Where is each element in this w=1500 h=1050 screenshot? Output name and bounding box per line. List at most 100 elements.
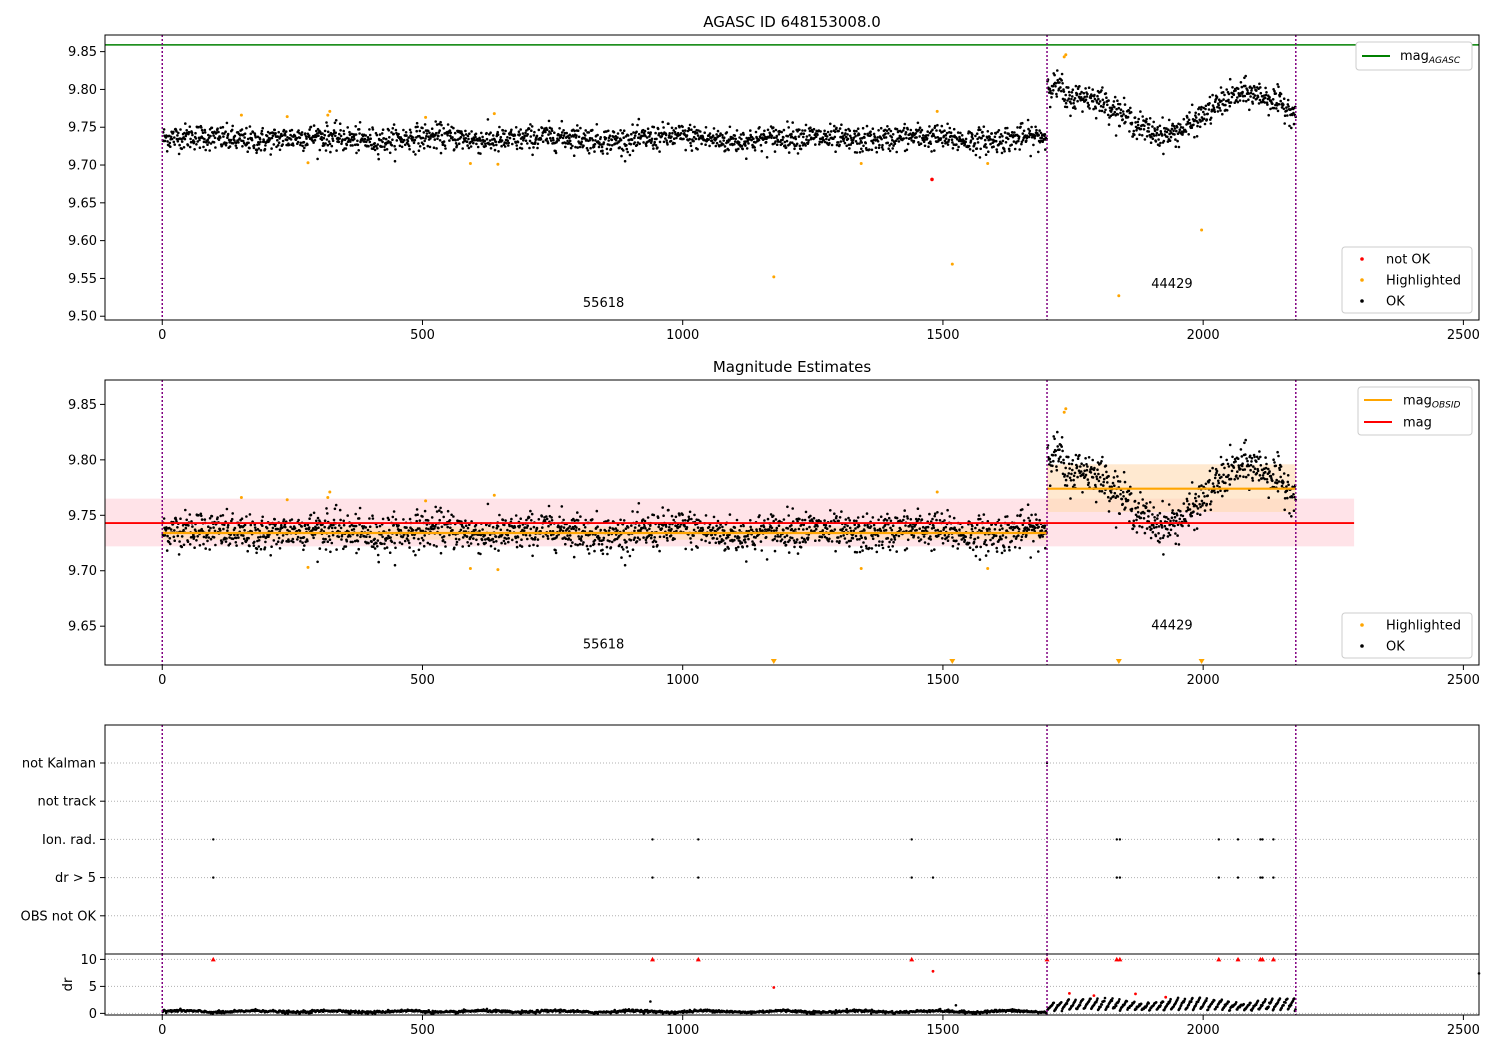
ok-point bbox=[1013, 545, 1017, 549]
ok-point bbox=[216, 127, 219, 130]
ok-point bbox=[655, 137, 658, 141]
p1-xtick-label: 1500 bbox=[926, 328, 959, 343]
ok-point bbox=[438, 122, 441, 126]
ok-point bbox=[1206, 494, 1209, 498]
ok-point bbox=[1084, 98, 1088, 101]
ok-point bbox=[652, 125, 656, 129]
ok-point bbox=[289, 138, 293, 141]
ok-point bbox=[384, 539, 388, 542]
ok-point bbox=[289, 133, 292, 137]
ok-point bbox=[879, 515, 883, 518]
ok-point bbox=[1116, 99, 1119, 102]
ok-point bbox=[899, 528, 902, 531]
ok-point bbox=[275, 145, 278, 149]
ok-point bbox=[198, 146, 202, 149]
ok-point bbox=[884, 132, 887, 135]
ok-point bbox=[163, 139, 167, 143]
ok-point bbox=[1282, 107, 1286, 111]
ok-point bbox=[439, 151, 443, 155]
ok-point bbox=[576, 519, 580, 522]
ok-point bbox=[727, 148, 730, 152]
ok-point bbox=[1122, 470, 1126, 474]
ok-point bbox=[438, 518, 442, 522]
ok-point bbox=[1232, 93, 1236, 96]
ok-point bbox=[1048, 484, 1052, 488]
ok-point bbox=[248, 513, 252, 516]
ok-point bbox=[718, 526, 721, 529]
ok-point bbox=[506, 528, 509, 532]
ok-point bbox=[849, 143, 852, 146]
ok-point bbox=[468, 523, 471, 526]
ok-point bbox=[1067, 455, 1070, 459]
ok-point bbox=[1001, 534, 1005, 537]
ok-point bbox=[206, 143, 209, 146]
ok-point bbox=[964, 535, 967, 539]
ok-point bbox=[285, 138, 289, 142]
ok-point bbox=[1135, 518, 1138, 522]
ok-point bbox=[1120, 114, 1124, 118]
ok-point bbox=[622, 149, 625, 152]
ok-point bbox=[885, 129, 889, 132]
ok-point bbox=[964, 137, 968, 141]
ok-point bbox=[968, 148, 972, 151]
ok-point bbox=[329, 150, 332, 154]
ok-point bbox=[207, 141, 211, 144]
ok-point bbox=[226, 526, 230, 529]
ok-point bbox=[589, 544, 592, 548]
ok-point bbox=[591, 128, 594, 132]
ok-point bbox=[619, 138, 623, 142]
ok-point bbox=[770, 134, 774, 138]
ok-point bbox=[388, 551, 392, 554]
ok-point bbox=[418, 129, 422, 133]
ok-point bbox=[452, 126, 455, 130]
ok-point bbox=[259, 535, 262, 539]
ok-point bbox=[1021, 121, 1024, 125]
ok-point bbox=[381, 128, 385, 131]
ok-point bbox=[269, 153, 273, 156]
ok-point bbox=[398, 541, 402, 544]
ok-point bbox=[791, 536, 794, 540]
ok-point bbox=[1203, 509, 1207, 512]
p1-ytick-label: 9.60 bbox=[68, 234, 97, 249]
ok-point bbox=[716, 519, 720, 523]
p1-ytick-label: 9.50 bbox=[68, 310, 97, 325]
ok-point bbox=[946, 122, 949, 126]
ok-point bbox=[745, 560, 748, 563]
ok-point bbox=[330, 144, 334, 148]
ok-point bbox=[1241, 90, 1244, 94]
ok-point bbox=[905, 529, 908, 533]
ok-point bbox=[261, 515, 265, 519]
ok-point bbox=[1120, 497, 1124, 501]
ok-point bbox=[1099, 483, 1103, 486]
ok-point bbox=[1177, 145, 1181, 149]
ok-point bbox=[432, 544, 436, 547]
ok-point bbox=[311, 533, 315, 537]
ok-point bbox=[1166, 135, 1169, 139]
ok-point bbox=[469, 535, 473, 539]
ok-point bbox=[892, 540, 895, 544]
ok-point bbox=[1148, 123, 1151, 126]
ok-point bbox=[930, 549, 933, 553]
ok-point bbox=[1152, 120, 1155, 124]
ok-point bbox=[780, 142, 784, 145]
ok-point bbox=[492, 144, 496, 147]
ok-point bbox=[442, 535, 446, 538]
ok-point bbox=[719, 132, 722, 135]
ok-point bbox=[366, 136, 370, 139]
ok-point bbox=[243, 529, 246, 532]
ok-point bbox=[449, 131, 453, 135]
ok-point bbox=[1114, 134, 1118, 137]
ok-point bbox=[1007, 545, 1011, 549]
ok-point bbox=[493, 547, 497, 551]
ok-point bbox=[198, 544, 202, 547]
ok-point bbox=[656, 146, 659, 149]
ok-point bbox=[560, 119, 564, 123]
ok-point bbox=[444, 147, 447, 150]
ok-point bbox=[1162, 139, 1166, 143]
highlighted-point bbox=[306, 161, 310, 165]
ok-point bbox=[241, 542, 244, 545]
ok-point bbox=[547, 119, 551, 123]
ok-point bbox=[304, 527, 308, 531]
ok-point bbox=[1173, 127, 1177, 130]
